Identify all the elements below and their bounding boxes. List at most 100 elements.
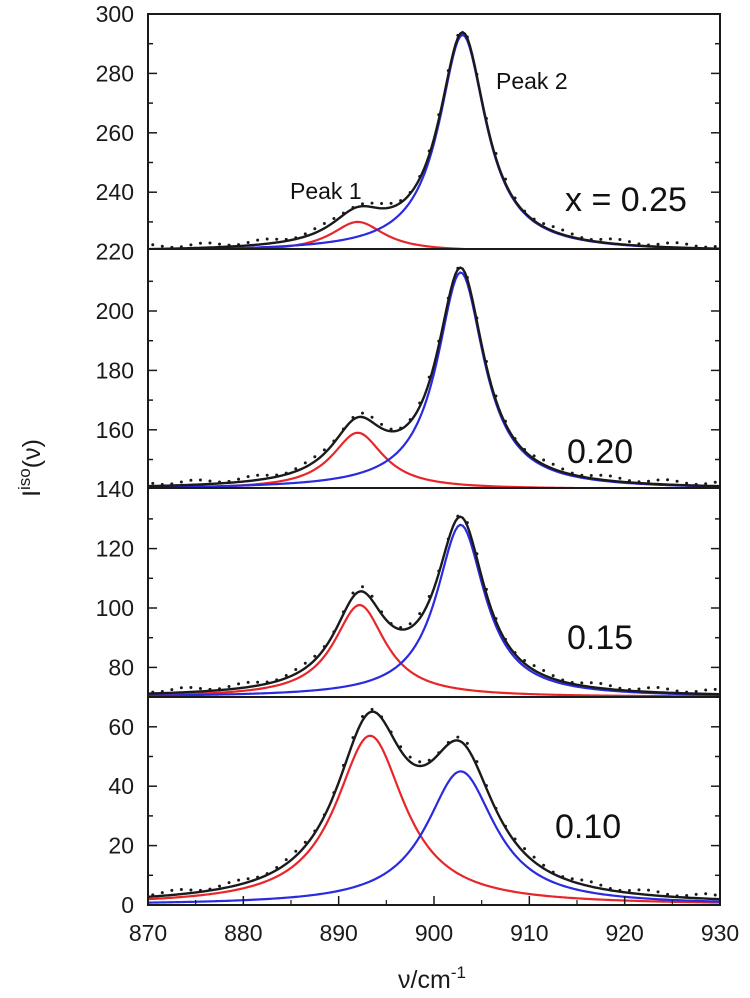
panel-2-data-point [313, 455, 317, 459]
panel-2-data-point [303, 461, 307, 465]
panel-3-data-point [189, 685, 193, 689]
panel-3 [147, 487, 721, 698]
panel-4-data-point [160, 891, 164, 895]
panel-3-total-line [148, 515, 720, 696]
panel-1-data-point [513, 196, 517, 200]
y-tick-label: 120 [96, 536, 134, 562]
plot-panels [147, 13, 721, 906]
peak-1-annotation: Peak 1 [290, 178, 362, 204]
panel-1-data-point [542, 222, 546, 226]
y-tick-label: 80 [108, 654, 134, 680]
panel-2-data-point [589, 474, 593, 478]
panel-4-data-point [532, 855, 536, 859]
panel-4-data-point [456, 735, 460, 739]
panel-1-data-point [313, 227, 317, 231]
panel-2-data-point [265, 473, 269, 477]
panel-1-data-point [284, 237, 288, 241]
panel-2-data-point [446, 296, 450, 300]
x-tick-label: 910 [510, 920, 548, 946]
panel-2-data-point [685, 481, 689, 485]
panel-2-data-point [380, 422, 384, 426]
panel-3-data-point [408, 622, 412, 626]
panel-2-data-point [218, 480, 221, 484]
panel-4-data-point [484, 784, 488, 788]
y-axis-title-sup: iso [15, 468, 34, 490]
panel-4-data-point [170, 888, 174, 892]
panel-4-data-point [218, 884, 221, 888]
panel-2-data-point [399, 426, 403, 430]
panel-3-data-point [570, 680, 574, 684]
panel-1-data-point [198, 241, 202, 245]
panel-4-data-point [551, 870, 555, 874]
panel-2-peak2-line [148, 271, 720, 488]
panel-3-data-point [504, 637, 507, 641]
panel-1-data-point [275, 237, 279, 241]
panel-3-data-point [618, 686, 622, 690]
y-tick-label: 40 [108, 773, 134, 799]
panel-1-data-point [456, 33, 460, 37]
panel-2-data-point [713, 480, 717, 484]
y-axis-title-main: I [18, 490, 46, 497]
panel-4-data-point [370, 707, 374, 711]
panel-4-data-point [351, 736, 355, 740]
x-axis-title-sup: -1 [451, 963, 466, 982]
x-axis-title: ν/cm-1 [398, 963, 466, 994]
panel-3-data-point [523, 658, 527, 662]
panel-3-data-point [361, 585, 364, 589]
panel-1-data-point [179, 245, 183, 249]
peak-2-annotation: Peak 2 [496, 68, 568, 94]
panel-3-data-point [265, 680, 269, 684]
panel-2-data-point [513, 437, 517, 441]
panel-2-data-point [170, 482, 174, 486]
panel-3-data-point [237, 682, 241, 686]
panel-4-data-point [332, 791, 336, 795]
panel-1-total-line [148, 30, 720, 249]
panel-4-data-point [427, 758, 431, 762]
panel-4-data-point [418, 760, 422, 764]
panel-2-data-point [418, 401, 422, 405]
panel-1-data-point [151, 243, 155, 247]
y-tick-label: 140 [96, 476, 134, 502]
panel-4-data-point [303, 840, 307, 844]
x-tick-label: 880 [224, 920, 262, 946]
panel-1-data-point [656, 242, 660, 246]
panel-2-data-point [666, 478, 670, 482]
panel-2-data-point [542, 458, 546, 462]
panel-2-data-point [504, 419, 507, 423]
panel-4-data-point [408, 755, 412, 759]
panel-4-data-point [523, 847, 527, 851]
panel-2-data-point [627, 479, 631, 483]
panel-4-data-point [322, 813, 326, 817]
panel-label-1: x = 0.25 [565, 181, 687, 219]
panel-1-plot [148, 30, 720, 249]
panel-1-data-point [618, 238, 622, 242]
panel-4-data-point [704, 892, 708, 896]
panel-1-data-point [237, 243, 241, 247]
panel-3-data-point [218, 687, 221, 691]
panel-2-data-point [608, 474, 612, 478]
x-tick-label: 930 [701, 920, 739, 946]
panel-4-data-point [399, 745, 403, 749]
y-tick-label: 280 [96, 60, 134, 86]
panel-3-data-point [647, 686, 650, 690]
panel-4-data-point [637, 888, 641, 892]
panel-label-4: 0.10 [555, 808, 621, 846]
panel-2-data-point [198, 478, 202, 482]
panel-2-data-point [151, 481, 155, 485]
panel-4-data-point [589, 880, 593, 884]
panel-1-data-point [704, 245, 708, 249]
panel-1-data-point [580, 236, 584, 240]
y-axis-title: Iiso(ν) [15, 439, 46, 497]
panel-4-data-point [275, 865, 279, 869]
panel-4-data-point [198, 888, 202, 892]
panel-2-data-point [637, 480, 641, 484]
panel-4-data-point [361, 715, 364, 719]
panel-4-data-point [227, 881, 231, 885]
panel-4-data-point [446, 741, 450, 745]
panel-3-data-point [675, 689, 679, 693]
panel-3-data-point [484, 587, 488, 591]
panel-4-data-point [313, 829, 317, 833]
panel-4-data-point [189, 888, 193, 892]
panel-4-data-point [208, 887, 212, 891]
y-tick-labels: 0 20 40 60 80 100 120 140 160 180 200 220 240 260 280 3… [96, 1, 134, 918]
